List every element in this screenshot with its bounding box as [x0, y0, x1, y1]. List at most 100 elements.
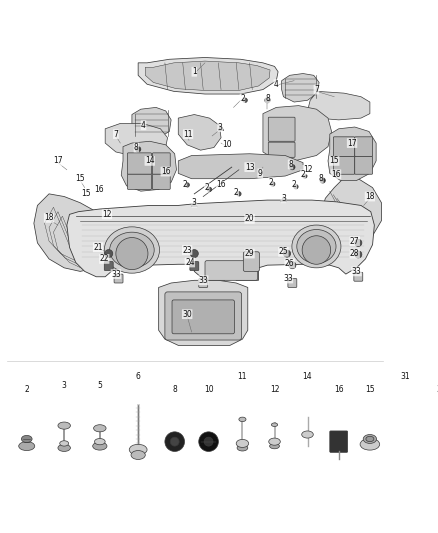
Text: 16: 16 — [334, 385, 343, 394]
Polygon shape — [263, 106, 332, 161]
Polygon shape — [34, 194, 109, 271]
FancyBboxPatch shape — [330, 431, 348, 453]
Text: 26: 26 — [285, 259, 294, 268]
Text: 9: 9 — [258, 169, 263, 178]
Text: 22: 22 — [99, 254, 109, 263]
Text: 7: 7 — [113, 130, 118, 139]
Text: 33: 33 — [283, 274, 293, 283]
FancyBboxPatch shape — [244, 252, 259, 271]
Circle shape — [302, 236, 331, 264]
FancyBboxPatch shape — [127, 153, 152, 174]
Text: 18: 18 — [44, 213, 54, 222]
Circle shape — [283, 250, 290, 257]
Text: 2: 2 — [234, 188, 239, 197]
Text: 14: 14 — [145, 156, 155, 165]
Text: 3: 3 — [192, 198, 197, 207]
Ellipse shape — [93, 442, 107, 450]
Ellipse shape — [269, 438, 280, 445]
Ellipse shape — [297, 230, 336, 263]
Polygon shape — [145, 61, 270, 91]
Text: 33: 33 — [198, 276, 208, 285]
FancyBboxPatch shape — [354, 272, 363, 281]
Polygon shape — [282, 74, 319, 102]
FancyBboxPatch shape — [333, 156, 355, 174]
Ellipse shape — [21, 435, 32, 442]
Ellipse shape — [19, 442, 35, 450]
Text: 3: 3 — [62, 381, 67, 390]
Ellipse shape — [129, 445, 147, 455]
FancyBboxPatch shape — [430, 434, 438, 453]
Text: 25: 25 — [279, 247, 288, 256]
Ellipse shape — [236, 439, 249, 447]
Text: 8: 8 — [172, 385, 177, 394]
Polygon shape — [219, 125, 224, 131]
Text: 16: 16 — [216, 181, 226, 189]
Text: 29: 29 — [245, 249, 254, 258]
Ellipse shape — [58, 422, 71, 429]
Polygon shape — [67, 200, 374, 280]
Text: 33: 33 — [352, 267, 361, 276]
Text: 4: 4 — [274, 80, 279, 88]
Text: 8: 8 — [134, 143, 139, 152]
Ellipse shape — [60, 441, 69, 446]
Circle shape — [271, 182, 275, 186]
Text: 5: 5 — [97, 381, 102, 390]
Text: 16: 16 — [331, 169, 341, 179]
Circle shape — [355, 251, 362, 258]
Text: 12: 12 — [270, 385, 279, 394]
Ellipse shape — [366, 437, 374, 442]
Text: 16: 16 — [94, 185, 104, 194]
Polygon shape — [159, 280, 248, 345]
Ellipse shape — [270, 443, 279, 449]
Circle shape — [165, 432, 184, 451]
Circle shape — [190, 249, 198, 257]
Circle shape — [294, 184, 298, 189]
Circle shape — [265, 98, 270, 103]
FancyBboxPatch shape — [127, 174, 152, 189]
Ellipse shape — [131, 450, 145, 459]
Text: 2: 2 — [205, 183, 209, 192]
Circle shape — [199, 432, 219, 451]
Text: 2: 2 — [300, 169, 305, 179]
Text: 23: 23 — [182, 246, 192, 255]
Text: 33: 33 — [111, 270, 121, 279]
FancyBboxPatch shape — [114, 274, 123, 283]
Ellipse shape — [292, 225, 341, 268]
FancyBboxPatch shape — [205, 261, 258, 280]
Text: 12: 12 — [102, 210, 112, 219]
Text: 2: 2 — [182, 181, 187, 189]
Text: 8: 8 — [318, 174, 323, 183]
Text: 4: 4 — [141, 121, 146, 130]
Circle shape — [303, 174, 307, 178]
Ellipse shape — [95, 439, 105, 445]
Polygon shape — [105, 124, 168, 156]
Circle shape — [116, 238, 148, 270]
Text: 14: 14 — [303, 372, 312, 381]
Ellipse shape — [237, 445, 248, 451]
FancyBboxPatch shape — [152, 174, 170, 189]
Text: 2: 2 — [240, 94, 245, 103]
FancyBboxPatch shape — [104, 262, 113, 271]
Text: 15: 15 — [329, 156, 339, 165]
Polygon shape — [132, 108, 171, 140]
Text: 27: 27 — [350, 237, 360, 246]
Ellipse shape — [360, 439, 380, 450]
Ellipse shape — [104, 227, 159, 273]
Ellipse shape — [239, 417, 246, 422]
Text: 31: 31 — [401, 372, 410, 381]
Circle shape — [135, 147, 141, 152]
Polygon shape — [178, 115, 221, 150]
Text: 13: 13 — [245, 163, 254, 172]
Circle shape — [237, 192, 241, 196]
Text: 8: 8 — [288, 160, 293, 169]
FancyBboxPatch shape — [152, 153, 170, 174]
Text: 16: 16 — [161, 167, 170, 176]
Text: 10: 10 — [223, 140, 232, 149]
Polygon shape — [192, 201, 197, 206]
Ellipse shape — [94, 425, 106, 432]
Circle shape — [289, 262, 296, 269]
Text: 15: 15 — [365, 385, 374, 394]
Text: 7: 7 — [314, 85, 319, 94]
Polygon shape — [328, 127, 376, 181]
Polygon shape — [321, 179, 381, 243]
